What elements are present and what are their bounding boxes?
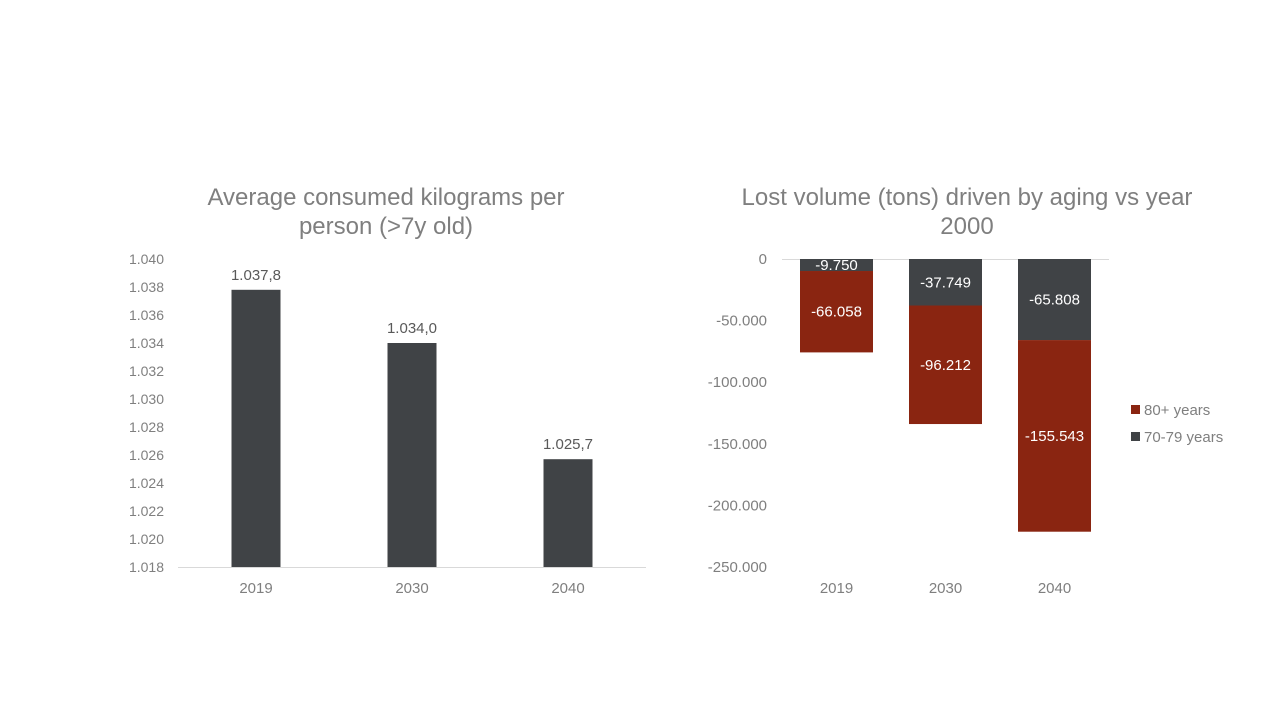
chart1-title: Average consumed kilograms per person (>… bbox=[207, 184, 565, 240]
chart1-bar bbox=[387, 343, 437, 567]
chart1-ytick-label: 1.026 bbox=[129, 447, 164, 463]
chart2-xtick-label: 2019 bbox=[820, 580, 853, 597]
chart1-ytick-label: 1.040 bbox=[129, 251, 164, 267]
chart1-xtick-label: 2030 bbox=[395, 580, 428, 597]
chart1-ytick-label: 1.034 bbox=[129, 335, 164, 351]
chart1-data-label: 1.037,8 bbox=[231, 267, 281, 284]
chart1-ytick-label: 1.038 bbox=[129, 279, 164, 295]
chart1-ytick-label: 1.036 bbox=[129, 307, 164, 323]
chart2-legend-swatch bbox=[1131, 405, 1140, 414]
chart2-ytick-label: -250.000 bbox=[708, 559, 767, 576]
chart1-ytick-label: 1.018 bbox=[129, 559, 164, 575]
chart1-ytick-label: 1.032 bbox=[129, 363, 164, 379]
chart1-bar bbox=[543, 459, 593, 567]
chart2-data-label: -65.808 bbox=[1029, 292, 1080, 309]
chart2-ytick-label: -100.000 bbox=[708, 374, 767, 391]
chart1-xtick-label: 2019 bbox=[239, 580, 272, 597]
chart1-xtick-label: 2040 bbox=[551, 580, 584, 597]
chart2-ytick-label: -200.000 bbox=[708, 497, 767, 514]
chart2-bar-70-79 bbox=[909, 259, 982, 306]
chart2-bar-70-79 bbox=[1018, 259, 1091, 341]
chart2-ytick-label: -150.000 bbox=[708, 436, 767, 453]
chart2-legend-label: 80+ years bbox=[1144, 402, 1210, 419]
chart1-data-label: 1.034,0 bbox=[387, 320, 437, 337]
chart1-ytick-label: 1.028 bbox=[129, 419, 164, 435]
chart2-bar-80-plus bbox=[909, 305, 982, 425]
chart2-data-label: -66.058 bbox=[811, 304, 862, 321]
chart2-ytick-label: 0 bbox=[759, 251, 767, 268]
chart2-data-label: -96.212 bbox=[920, 357, 971, 374]
chart2-bar-80-plus bbox=[1018, 340, 1091, 532]
chart2-legend-swatch bbox=[1131, 432, 1140, 441]
chart1-ytick-label: 1.020 bbox=[129, 531, 164, 547]
chart2-ytick-label: -50.000 bbox=[716, 313, 767, 330]
chart2-xtick-label: 2040 bbox=[1038, 580, 1071, 597]
chart2-data-label: -9.750 bbox=[815, 257, 858, 274]
chart1-ytick-label: 1.030 bbox=[129, 391, 164, 407]
chart2-bar-70-79 bbox=[800, 259, 873, 272]
chart2-xtick-label: 2030 bbox=[929, 580, 962, 597]
chart2-bar-80-plus bbox=[800, 271, 873, 353]
chart2-data-label: -37.749 bbox=[920, 274, 971, 291]
chart2-data-label: -155.543 bbox=[1025, 428, 1084, 445]
chart1-ytick-label: 1.022 bbox=[129, 503, 164, 519]
chart2-legend-label: 70-79 years bbox=[1144, 429, 1223, 446]
chart2-title: Lost volume (tons) driven by aging vs ye… bbox=[741, 184, 1193, 240]
chart1-ytick-label: 1.024 bbox=[129, 475, 164, 491]
chart1-data-label: 1.025,7 bbox=[543, 436, 593, 453]
chart1-bar bbox=[231, 289, 281, 567]
